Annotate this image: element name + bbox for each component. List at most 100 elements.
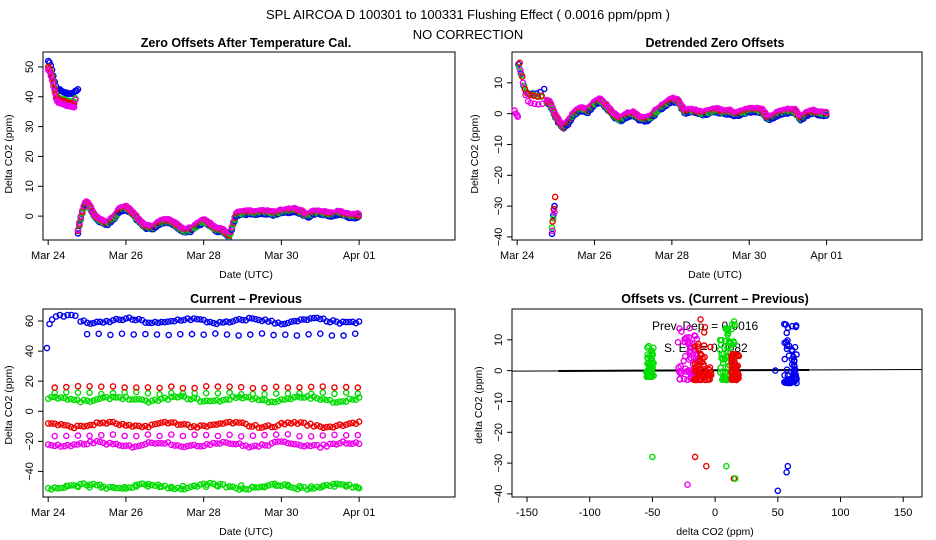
band-point	[222, 439, 230, 446]
band-point-secondary	[86, 483, 93, 491]
band-point-secondary	[214, 432, 222, 440]
cluster-point	[685, 341, 693, 348]
series-point-magenta	[517, 67, 524, 74]
band-point-secondary	[249, 390, 257, 398]
band-point-secondary	[202, 389, 210, 397]
panel-detrended: Detrended Zero Offsets Date (UTC) Delta …	[469, 36, 923, 281]
cluster-point	[699, 371, 707, 379]
band-point	[355, 440, 363, 448]
band-point	[206, 421, 214, 429]
y-tick-label: 50	[24, 61, 36, 73]
band-point-secondary	[202, 382, 210, 390]
band-point	[206, 318, 214, 326]
band-point	[57, 394, 65, 401]
band-point-secondary	[167, 431, 175, 438]
band-point	[300, 442, 308, 450]
band-point	[177, 421, 185, 428]
band-point	[90, 480, 97, 488]
band-point	[274, 397, 282, 405]
band-point	[151, 440, 159, 447]
outlier-point	[774, 487, 782, 495]
band-point	[138, 396, 146, 404]
cluster-point	[644, 351, 652, 358]
band-point	[339, 438, 347, 445]
band-point	[222, 396, 230, 403]
band-point-secondary	[307, 483, 315, 490]
band-point	[171, 317, 178, 325]
band-point	[229, 419, 237, 427]
band-point	[245, 422, 253, 430]
band-point-blue	[60, 313, 68, 320]
band-point	[284, 419, 292, 426]
band-point	[187, 483, 194, 491]
band-point	[200, 397, 207, 405]
band-point	[242, 393, 250, 401]
x-tick-label: 150	[894, 507, 912, 519]
band-point-secondary	[226, 431, 233, 439]
x-tick-label: Mar 30	[732, 250, 766, 262]
band-point	[268, 398, 276, 406]
band-point	[297, 316, 305, 323]
band-point	[287, 483, 295, 491]
band-point-secondary	[165, 331, 172, 339]
band-point	[154, 319, 162, 327]
band-point	[281, 438, 288, 446]
cluster-point	[719, 359, 727, 367]
series-point-red	[549, 218, 556, 225]
band-point	[252, 484, 259, 491]
band-point	[87, 398, 94, 406]
band-point	[44, 484, 52, 492]
band-point-secondary	[235, 332, 242, 339]
cluster-point	[728, 374, 736, 382]
cluster-point	[785, 342, 793, 350]
outlier-point	[691, 453, 699, 461]
band-point-secondary	[109, 389, 117, 397]
band-point	[323, 423, 331, 431]
band-point	[158, 439, 165, 447]
band-point	[174, 316, 181, 324]
band-point	[206, 479, 214, 487]
band-point-secondary	[109, 484, 117, 491]
band-point	[57, 484, 65, 492]
band-point	[203, 423, 211, 430]
band-point	[310, 423, 318, 430]
band-point-secondary	[342, 483, 350, 490]
cluster-point	[722, 337, 730, 345]
band-point	[90, 397, 97, 404]
band-point	[70, 441, 78, 448]
band-point-secondary	[272, 390, 280, 397]
band-point	[307, 442, 314, 450]
band-point-secondary	[132, 384, 140, 391]
band-point-secondary	[63, 482, 70, 490]
band-point	[122, 315, 130, 322]
band-point	[310, 441, 318, 449]
band-point	[329, 317, 337, 324]
band-point	[336, 421, 344, 428]
band-point	[106, 418, 113, 426]
band-point-secondary	[261, 390, 268, 398]
band-point	[135, 442, 143, 450]
band-point	[44, 395, 52, 403]
band-point	[281, 420, 288, 428]
band-point-secondary	[354, 384, 362, 391]
panel-title: Current – Previous	[190, 292, 302, 306]
band-point-blue	[52, 313, 60, 320]
band-point	[278, 396, 285, 403]
band-point-secondary	[354, 484, 362, 491]
series-point-magenta	[70, 103, 78, 111]
band-point	[339, 422, 347, 430]
x-tick-label: 100	[831, 507, 849, 519]
band-point	[339, 398, 347, 405]
x-tick-label: 50	[772, 507, 784, 519]
band-point	[116, 393, 123, 401]
band-point	[112, 440, 120, 448]
band-point	[70, 396, 78, 404]
band-point	[294, 317, 301, 325]
band-point	[132, 422, 139, 429]
band-point	[93, 437, 101, 445]
band-point	[197, 481, 204, 488]
band-point-secondary	[284, 384, 292, 391]
y-tick-label: 10	[24, 180, 36, 192]
band-point	[135, 422, 143, 430]
cluster-point	[697, 316, 704, 323]
